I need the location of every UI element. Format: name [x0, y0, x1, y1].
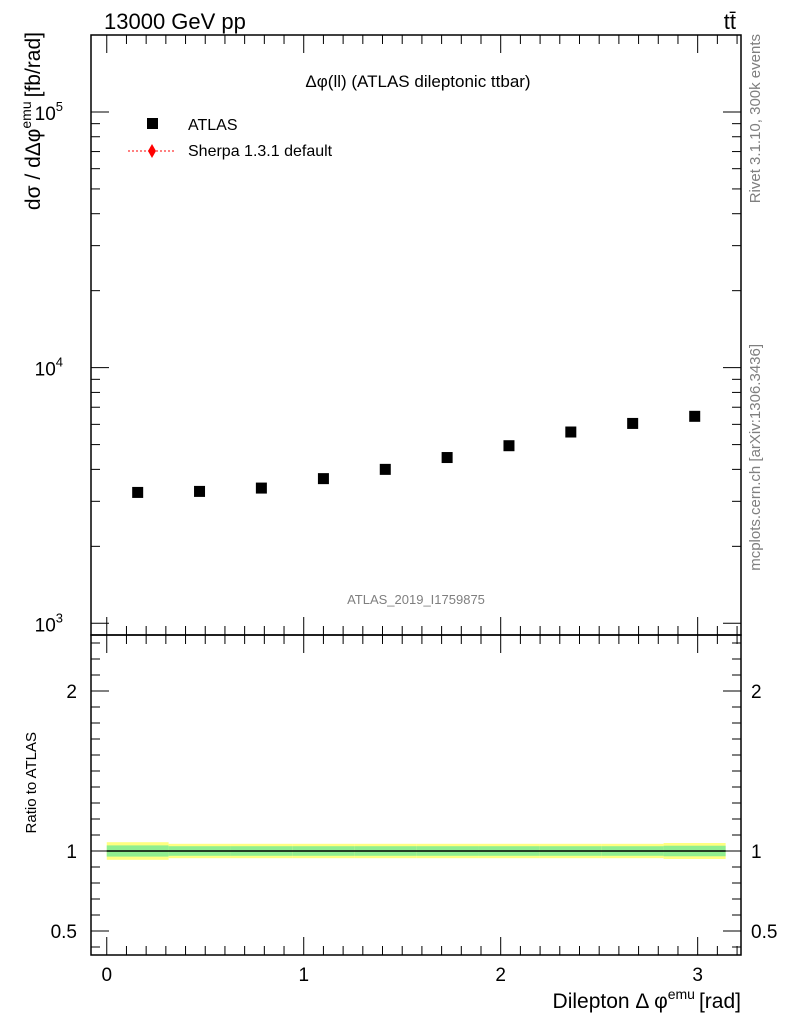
legend: ATLAS Sherpa 1.3.1 default — [128, 117, 333, 160]
main-y-tick-label: 105 — [35, 99, 63, 125]
main-y-tick-exp: 3 — [56, 610, 63, 625]
atlas-data-point — [194, 485, 206, 497]
main-x-ticks — [106, 35, 738, 635]
ratio-x-ticks: 0 1 2 3 — [101, 635, 738, 986]
main-y-tick-label: 103 — [35, 610, 63, 636]
header-right: tt̄ — [724, 9, 736, 34]
main-y-label-text: dσ / dΔφ — [22, 129, 45, 210]
main-y-tick-base: 10 — [35, 360, 56, 381]
ratio-y-tick-label-right: 0.5 — [751, 922, 777, 943]
ratio-y-axis-label: Ratio to ATLAS — [23, 732, 40, 833]
atlas-data-point — [689, 410, 701, 422]
atlas-data-point — [255, 482, 267, 494]
x-label-unit: [rad] — [699, 990, 741, 1013]
atlas-data-point — [441, 452, 453, 464]
ratio-y-tick-label-left: 1 — [66, 842, 77, 863]
ratio-plot-frame — [90, 634, 742, 956]
ratio-y-tick-label-right: 2 — [751, 682, 762, 703]
atlas-data-point — [317, 473, 329, 485]
main-y-tick-label: 104 — [35, 355, 63, 381]
legend-marker-sherpa — [148, 144, 156, 158]
main-y-tick-base: 10 — [35, 104, 56, 125]
ratio-x-tick-label: 2 — [495, 965, 506, 986]
main-y-label-sup: emu — [18, 101, 34, 128]
main-y-tick-exp: 5 — [56, 99, 63, 114]
header-left: 13000 GeV pp — [104, 9, 246, 34]
ratio-y-tick-label-left: 0.5 — [51, 922, 77, 943]
main-y-tick-base: 10 — [35, 615, 56, 636]
atlas-data-point — [503, 440, 515, 452]
atlas-data-point — [132, 486, 144, 498]
main-y-label-unit: [fb/rad] — [22, 32, 45, 97]
ratio-y-ticks: 0.5 0.5 1 1 2 2 — [51, 642, 777, 948]
rivet-version-label: Rivet 3.1.10, 300k events — [747, 34, 764, 203]
ratio-x-tick-label: 3 — [692, 965, 703, 986]
x-axis-label: Dilepton Δ φemu [rad] — [553, 986, 741, 1013]
atlas-data-point — [379, 463, 391, 475]
main-y-tick-exp: 4 — [56, 355, 63, 370]
atlas-data-points — [132, 410, 701, 498]
ratio-x-tick-label: 0 — [101, 965, 112, 986]
ratio-x-tick-label: 1 — [298, 965, 309, 986]
legend-label-sherpa: Sherpa 1.3.1 default — [188, 143, 333, 160]
main-y-axis-label: dσ / dΔφemu [fb/rad] — [18, 32, 45, 210]
x-label-sup: emu — [668, 986, 695, 1002]
ratio-y-tick-label-right: 1 — [751, 842, 762, 863]
analysis-watermark: ATLAS_2019_I1759875 — [347, 592, 485, 607]
legend-label-atlas: ATLAS — [188, 117, 238, 134]
legend-marker-atlas — [147, 118, 158, 129]
atlas-data-point — [565, 426, 577, 438]
mcplots-source-label: mcplots.cern.ch [arXiv:1306.3436] — [747, 344, 764, 571]
x-label-text: Dilepton Δ φ — [553, 990, 668, 1013]
ratio-y-tick-label-left: 2 — [66, 682, 77, 703]
chart-title: Δφ(ll) (ATLAS dileptonic ttbar) — [305, 72, 530, 91]
atlas-data-point — [627, 417, 639, 429]
